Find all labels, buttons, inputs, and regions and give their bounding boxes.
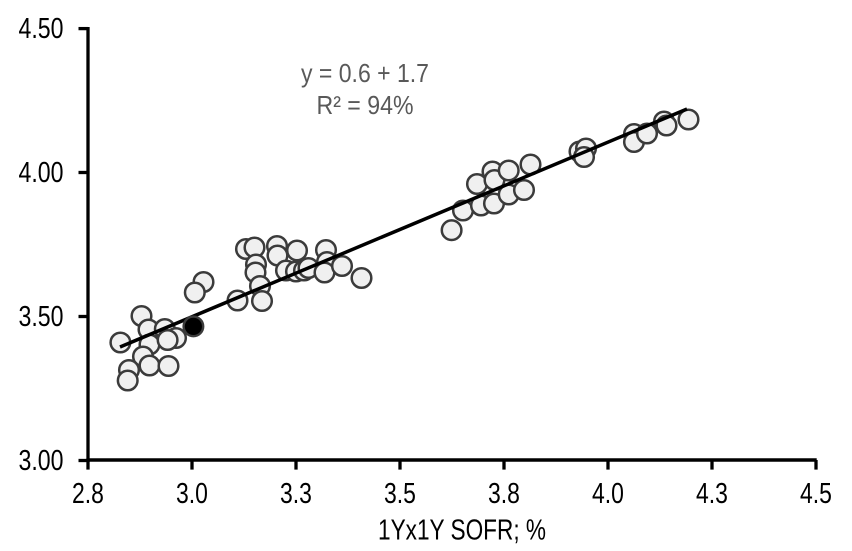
svg-text:3.8: 3.8 bbox=[488, 478, 520, 510]
svg-text:3.00: 3.00 bbox=[19, 445, 64, 477]
svg-text:4.3: 4.3 bbox=[696, 478, 728, 510]
svg-text:4.00: 4.00 bbox=[19, 157, 64, 189]
svg-text:2.8: 2.8 bbox=[72, 478, 104, 510]
svg-text:4.0: 4.0 bbox=[592, 478, 624, 510]
svg-text:R² = 94%: R² = 94% bbox=[317, 90, 414, 120]
svg-text:3.5: 3.5 bbox=[384, 478, 416, 510]
svg-text:4.5: 4.5 bbox=[800, 478, 832, 510]
svg-text:1Yx1Y SOFR; %: 1Yx1Y SOFR; % bbox=[378, 515, 546, 547]
svg-text:4.50: 4.50 bbox=[19, 13, 64, 45]
svg-text:3.3: 3.3 bbox=[280, 478, 312, 510]
svg-text:3.0: 3.0 bbox=[176, 478, 208, 510]
svg-text:y = 0.6 + 1.7: y = 0.6 + 1.7 bbox=[301, 58, 429, 88]
svg-text:3.50: 3.50 bbox=[19, 301, 64, 333]
